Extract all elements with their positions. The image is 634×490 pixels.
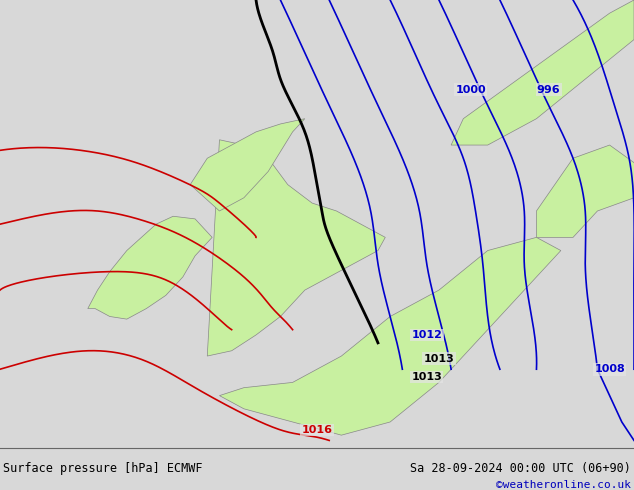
Text: Surface pressure [hPa] ECMWF: Surface pressure [hPa] ECMWF — [3, 463, 203, 475]
Polygon shape — [219, 237, 561, 435]
Text: ©weatheronline.co.uk: ©weatheronline.co.uk — [496, 480, 631, 490]
Polygon shape — [87, 216, 212, 319]
Text: 1008: 1008 — [594, 364, 625, 374]
Polygon shape — [536, 145, 634, 237]
Polygon shape — [207, 140, 385, 356]
Text: 1016: 1016 — [302, 425, 332, 435]
Polygon shape — [451, 0, 634, 145]
Text: 1000: 1000 — [455, 85, 486, 95]
Text: 1013: 1013 — [411, 372, 442, 382]
Polygon shape — [190, 119, 305, 211]
Text: Sa 28-09-2024 00:00 UTC (06+90): Sa 28-09-2024 00:00 UTC (06+90) — [410, 463, 631, 475]
Text: 1012: 1012 — [411, 330, 442, 340]
Text: 996: 996 — [537, 85, 560, 95]
Text: 1013: 1013 — [424, 354, 455, 364]
